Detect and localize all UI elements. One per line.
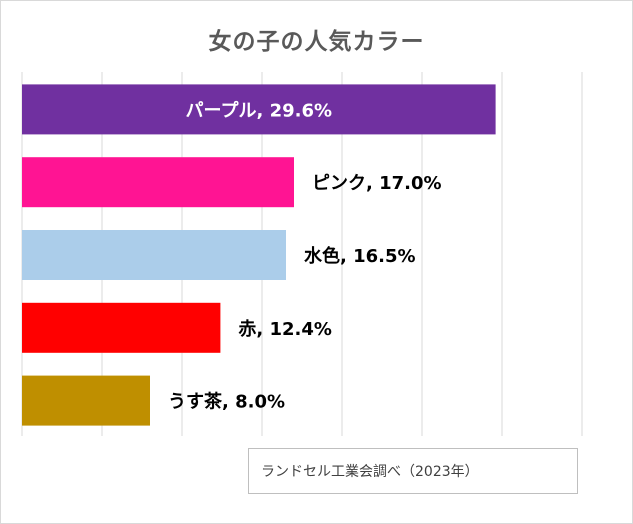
bars <box>22 84 496 426</box>
data-label-4: 赤, 12.4% <box>238 319 332 340</box>
data-labels: パープル, 29.6% ピンク, 17.0% 水色, 16.5% 赤, 12.4% うす… <box>168 99 442 412</box>
data-label-1: パープル, 29.6% <box>186 99 332 121</box>
bar-4 <box>22 302 221 353</box>
data-label-5: うす茶, 8.0% <box>168 391 285 413</box>
source-note: ランドセル工業会調べ（2023年） <box>248 448 578 494</box>
bar-3 <box>22 230 286 280</box>
bar-1 <box>22 84 496 135</box>
data-label-2: ピンク, 17.0% <box>312 173 442 194</box>
data-label-3: 水色, 16.5% <box>304 245 416 267</box>
bar-2 <box>22 157 294 208</box>
chart-title: 女の子の人気カラー <box>208 29 425 55</box>
bar-5 <box>22 375 150 426</box>
